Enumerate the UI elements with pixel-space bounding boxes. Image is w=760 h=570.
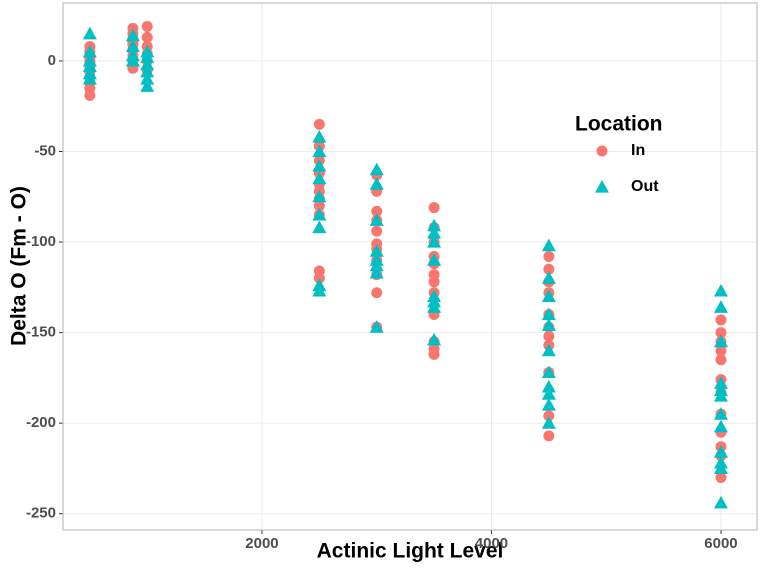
point	[312, 171, 327, 185]
point	[371, 205, 383, 217]
y-tick-label: -150	[26, 324, 56, 341]
y-tick-label: -200	[26, 414, 56, 431]
point	[427, 235, 442, 248]
point	[369, 244, 384, 257]
point	[713, 388, 728, 402]
x-tick-label: 2000	[245, 535, 278, 552]
panel-border	[62, 2, 758, 531]
point	[140, 57, 155, 71]
point	[543, 263, 555, 275]
point	[141, 21, 153, 33]
point	[541, 398, 556, 411]
point	[715, 471, 727, 483]
point	[312, 189, 327, 203]
point	[312, 158, 327, 172]
legend-label: In	[631, 142, 645, 159]
point	[541, 307, 556, 321]
point	[713, 419, 728, 433]
point	[369, 258, 384, 272]
point	[543, 330, 555, 342]
point	[427, 253, 442, 266]
legend-title: Location	[575, 113, 663, 136]
point	[713, 495, 728, 509]
point	[369, 213, 384, 226]
y-tick-label: -250	[26, 505, 56, 522]
point	[713, 407, 728, 420]
point	[715, 354, 727, 366]
point	[369, 177, 384, 190]
point	[82, 72, 97, 85]
legend-label: Out	[631, 178, 659, 195]
point	[713, 334, 728, 348]
point	[541, 343, 556, 357]
point	[427, 218, 442, 232]
point	[713, 283, 728, 297]
y-axis-title: Delta O (Fm - O)	[8, 186, 31, 346]
point	[428, 348, 440, 360]
point	[82, 44, 97, 58]
point	[541, 365, 556, 379]
point	[313, 118, 325, 130]
point	[371, 287, 383, 299]
point	[713, 461, 728, 475]
point	[713, 445, 728, 458]
point	[541, 289, 556, 302]
point	[713, 376, 728, 389]
point	[125, 28, 140, 42]
point	[312, 130, 327, 143]
point	[541, 271, 556, 284]
point	[713, 300, 728, 313]
point	[715, 327, 727, 339]
point	[427, 300, 442, 313]
point	[428, 202, 440, 214]
point	[541, 387, 556, 400]
point	[82, 26, 97, 40]
point	[312, 283, 327, 297]
point	[140, 64, 155, 78]
point	[543, 251, 555, 263]
point	[312, 144, 327, 158]
y-tick-label: -100	[26, 233, 56, 250]
point	[312, 207, 327, 221]
y-tick-label: 0	[48, 52, 56, 69]
point	[541, 379, 556, 393]
point	[428, 276, 440, 288]
x-axis-title: Actinic Light Level	[317, 540, 504, 563]
legend-marker	[595, 180, 609, 193]
point	[140, 72, 155, 85]
point	[369, 320, 384, 333]
point	[427, 225, 442, 239]
point	[543, 410, 555, 422]
point	[141, 31, 153, 43]
point	[312, 220, 327, 234]
point	[715, 345, 727, 357]
point	[82, 59, 97, 72]
point	[369, 265, 384, 279]
x-tick-label: 4000	[475, 535, 508, 552]
x-tick-label: 6000	[704, 535, 737, 552]
point	[427, 332, 442, 346]
point	[541, 416, 556, 429]
point	[84, 89, 96, 101]
y-tick-label: -50	[34, 142, 56, 159]
point	[313, 272, 325, 284]
point	[313, 200, 325, 212]
point	[140, 79, 155, 92]
legend-marker	[596, 145, 608, 157]
point	[140, 50, 155, 63]
point	[541, 238, 556, 252]
point	[125, 39, 140, 53]
point	[369, 162, 384, 176]
point	[125, 53, 140, 67]
point	[543, 430, 555, 442]
point	[541, 318, 556, 331]
point	[715, 314, 727, 326]
point	[371, 225, 383, 237]
